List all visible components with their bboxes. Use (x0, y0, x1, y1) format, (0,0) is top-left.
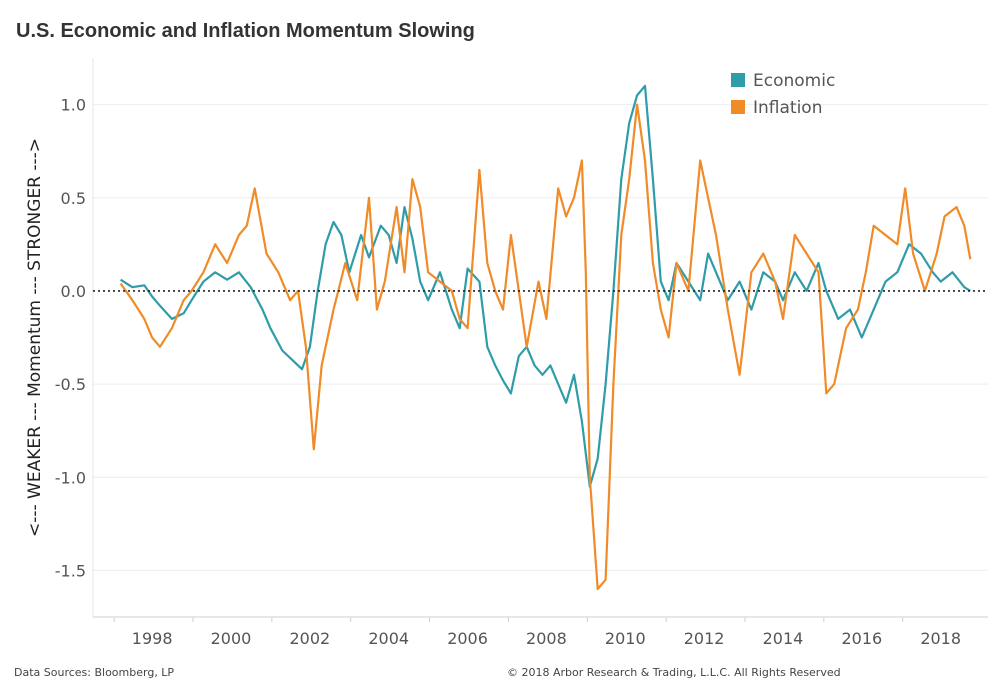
legend: Economic Inflation (731, 71, 835, 118)
x-tick-label: 2004 (368, 629, 409, 648)
legend-label-inflation: Inflation (753, 98, 822, 118)
x-tick-label: 2008 (526, 629, 567, 648)
y-tick-label: 0.5 (61, 189, 86, 208)
x-tick-label: 2000 (211, 629, 252, 648)
y-tick-label: 1.0 (61, 96, 86, 115)
series-line-inflation (119, 103, 972, 591)
y-tick-label: -0.5 (55, 375, 86, 394)
axes: 1.0 0.5 0.0 -0.5 -1.0 -1.5 1998 2000 2002 2004 200… (25, 58, 988, 648)
y-axis-label: <--- WEAKER --- Momentum --- STRONGER --… (25, 138, 45, 537)
gridlines (93, 104, 988, 571)
chart-title: U.S. Economic and Inflation Momentum Slo… (16, 20, 475, 42)
y-tick-label: -1.5 (55, 561, 86, 580)
legend-swatch-inflation (731, 100, 745, 114)
data-source-note: Data Sources: Bloomberg, LP (14, 666, 175, 679)
legend-label-economic: Economic (753, 71, 835, 91)
x-tick-label: 2010 (605, 629, 646, 648)
series-line-economic (120, 84, 971, 488)
y-tick-label: -1.0 (55, 468, 86, 487)
x-tick-label: 2016 (841, 629, 882, 648)
x-tick-label: 2006 (447, 629, 488, 648)
x-tick-label: 2002 (289, 629, 330, 648)
x-tick-label: 2012 (684, 629, 725, 648)
series-lines (93, 84, 988, 591)
copyright-note: © 2018 Arbor Research & Trading, L.L.C. … (507, 666, 841, 679)
x-tick-label: 2018 (920, 629, 961, 648)
legend-swatch-economic (731, 73, 745, 87)
y-tick-label: 0.0 (61, 282, 86, 301)
x-tick-label: 1998 (132, 629, 173, 648)
x-tick-label: 2014 (763, 629, 804, 648)
